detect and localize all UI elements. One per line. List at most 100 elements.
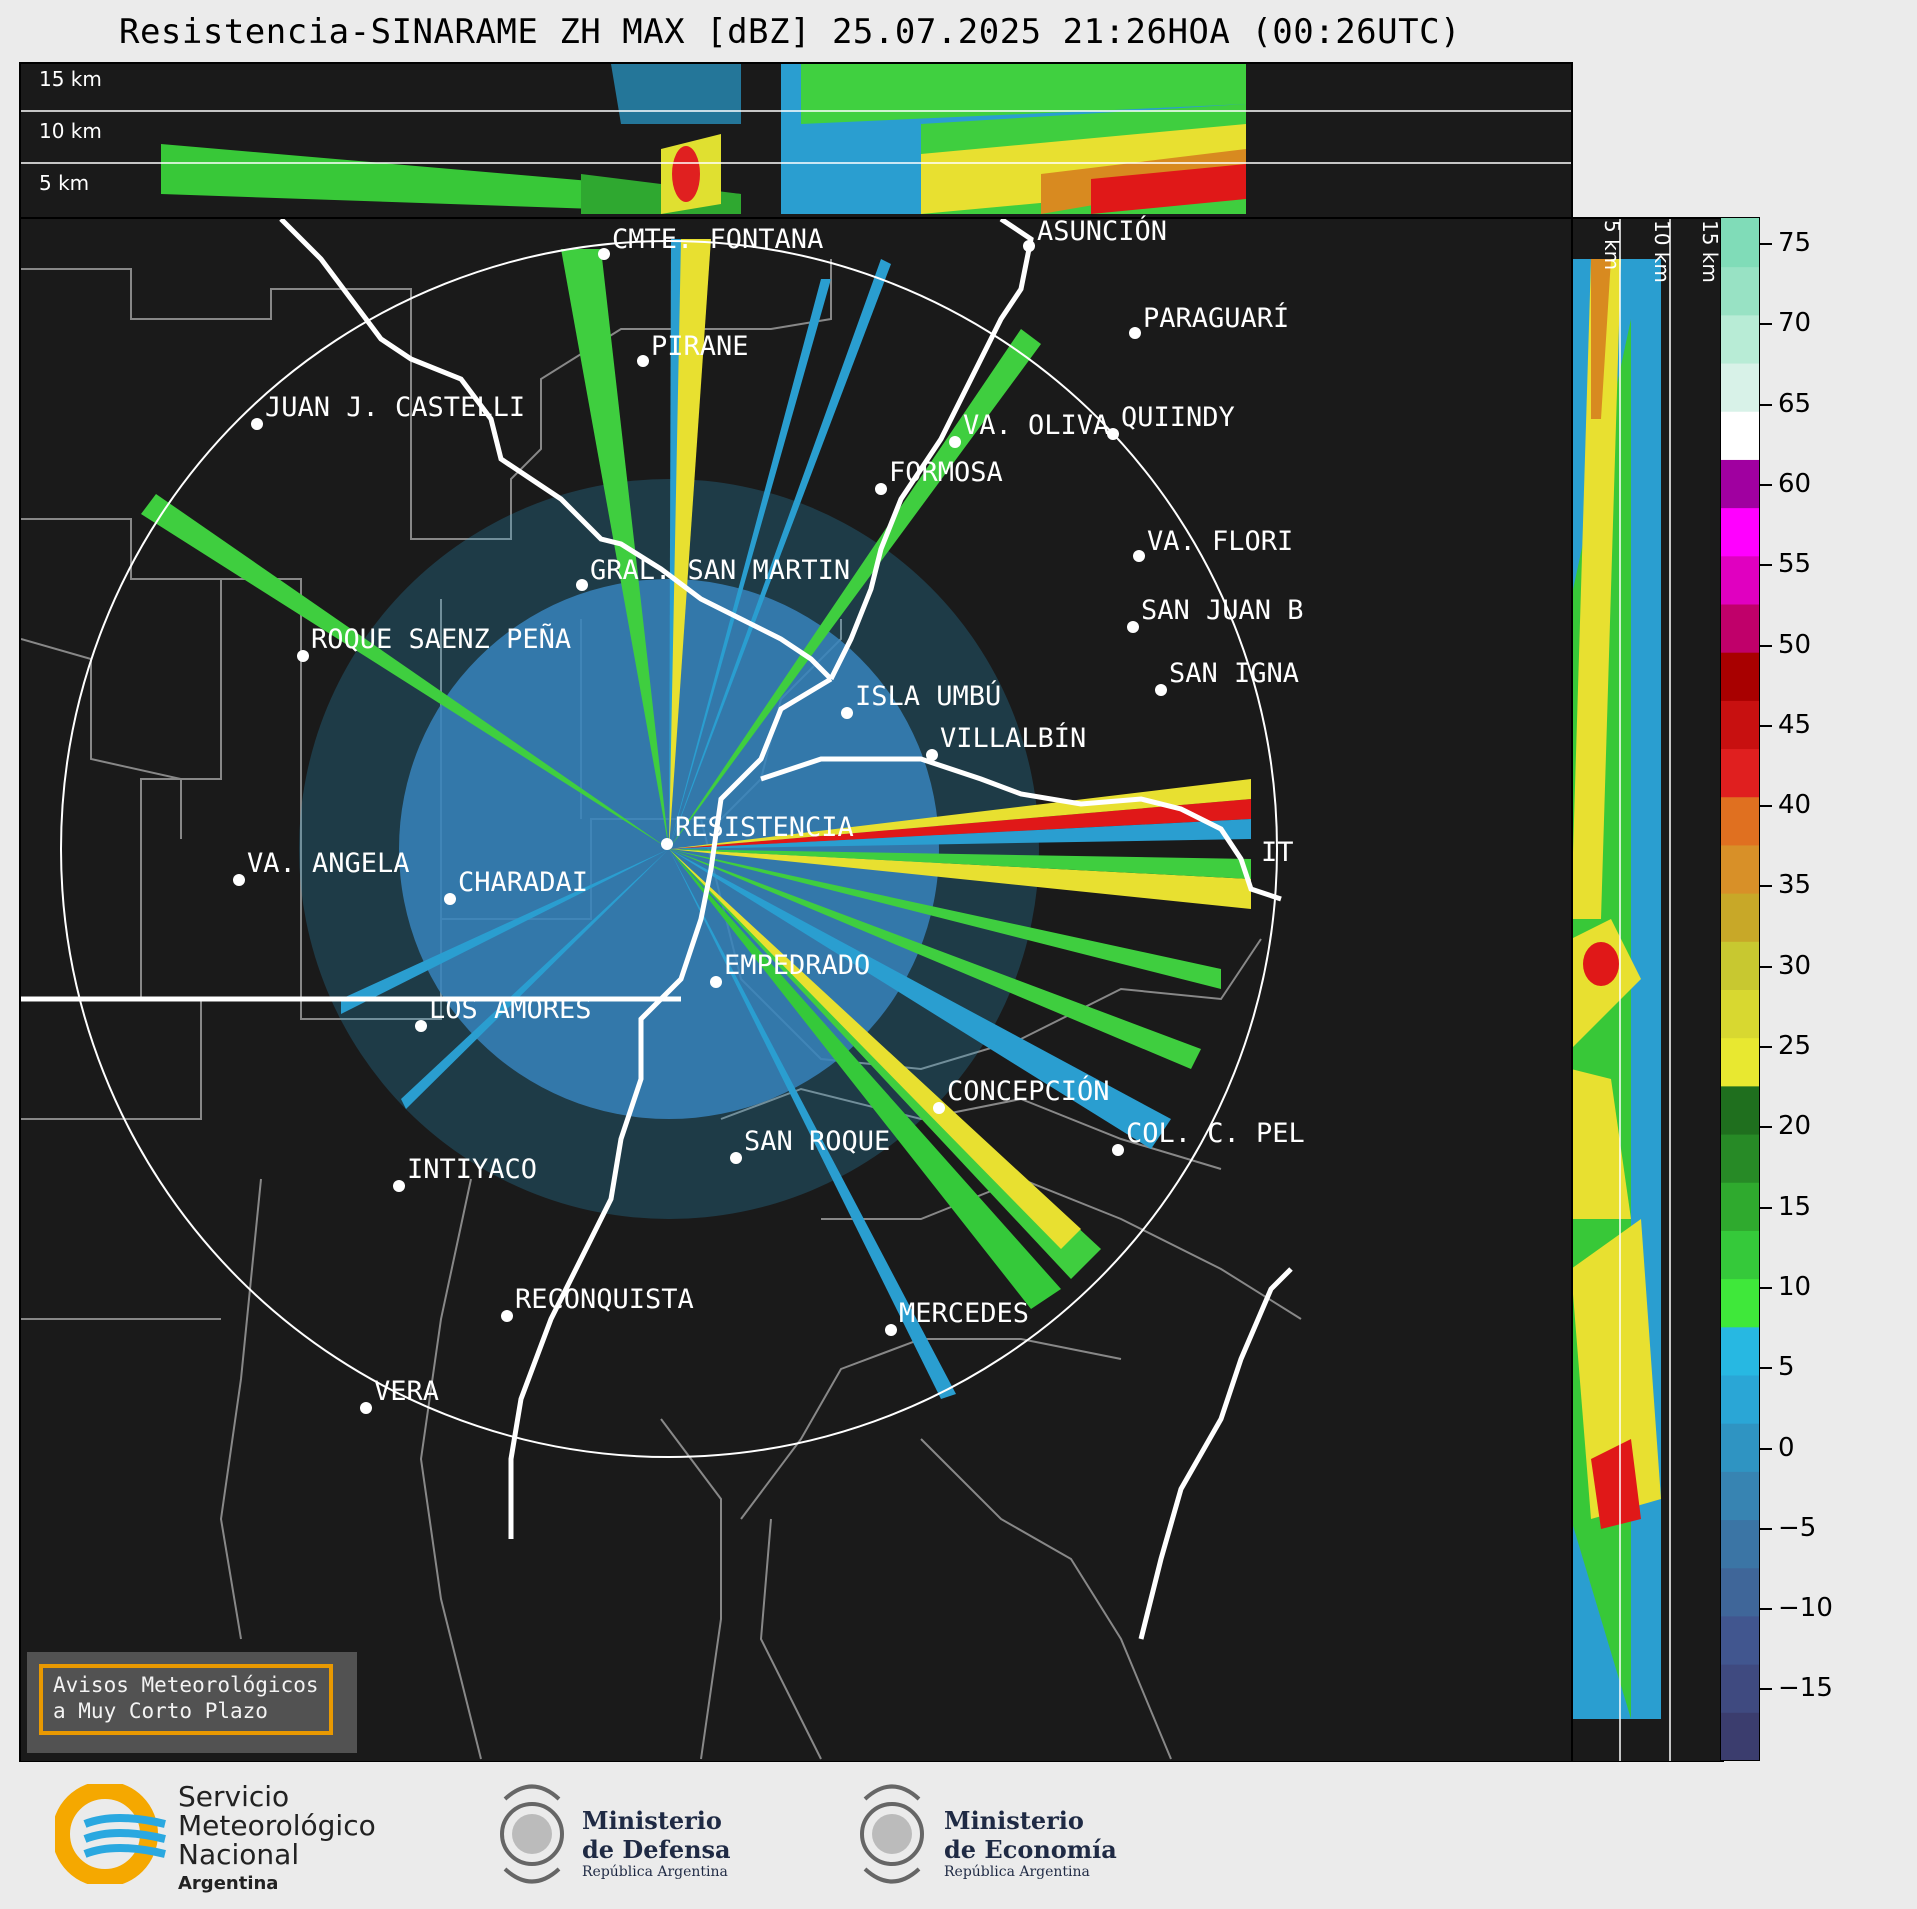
colorbar-tick-label: 25 — [1778, 1031, 1812, 1061]
colorbar-tick-label: 40 — [1778, 790, 1812, 821]
colorbar-segment — [1721, 555, 1759, 605]
city-label: VA. FLORI — [1147, 526, 1294, 557]
city-marker — [297, 650, 309, 662]
colorbar-tick — [1760, 1206, 1772, 1209]
colorbar-tick-label: −5 — [1778, 1512, 1817, 1543]
city-label: COL. C. PEL — [1126, 1118, 1305, 1149]
economia-line2: de Economía — [944, 1835, 1117, 1864]
city-marker — [1127, 621, 1139, 633]
colorbar-tick-label: 0 — [1778, 1432, 1795, 1463]
city-marker — [576, 579, 588, 591]
economia-line1: Ministerio — [944, 1806, 1084, 1835]
colorbar-segment — [1721, 266, 1759, 316]
colorbar-tick-label: 20 — [1778, 1111, 1812, 1142]
city-label: VERA — [374, 1376, 440, 1407]
city-label: SAN JUAN B — [1141, 595, 1304, 626]
colorbar-tick — [1760, 243, 1772, 245]
city-label: INTIYACO — [407, 1154, 538, 1185]
colorbar-tick — [1760, 1447, 1772, 1450]
city-label: PARAGUARÍ — [1143, 303, 1290, 334]
side-cross-section-echoes — [1571, 219, 1671, 1761]
colorbar-tick-label: 45 — [1778, 709, 1812, 740]
defensa-line3: República Argentina — [582, 1864, 728, 1880]
colorbar-segment — [1721, 844, 1759, 894]
colorbar-tick — [1760, 1286, 1772, 1289]
city-label: CMTE. FONTANA — [612, 224, 824, 255]
colorbar-segment — [1721, 314, 1759, 364]
colorbar-segment — [1721, 748, 1759, 798]
side-height-label-15km: 15 km — [1698, 220, 1722, 283]
colorbar-segment — [1721, 1615, 1759, 1665]
colorbar-segment — [1721, 989, 1759, 1039]
side-cross-section-panel — [1569, 217, 1724, 1763]
map-title: Resistencia-SINARAME ZH MAX [dBZ] 25.07.… — [118, 12, 1462, 52]
city-label: ISLA UMBÚ — [855, 681, 1002, 712]
city-label: RESISTENCIA — [675, 812, 854, 843]
city-label: LOS AMORES — [429, 994, 592, 1025]
city-marker — [885, 1324, 897, 1336]
colorbar-tick — [1760, 1527, 1772, 1530]
city-marker — [730, 1152, 742, 1164]
city-marker — [841, 707, 853, 719]
city-label: CHARADAI — [458, 867, 589, 898]
smn-line4: Argentina — [178, 1873, 279, 1894]
colorbar-segment — [1721, 1519, 1759, 1569]
city-label: VILLALBÍN — [940, 723, 1087, 754]
city-marker — [360, 1402, 372, 1414]
defensa-line1: Ministerio — [582, 1806, 722, 1835]
colorbar-tick-label: 5 — [1778, 1352, 1795, 1383]
smn-logo-icon — [55, 1784, 166, 1884]
colorbar-segment — [1721, 1663, 1759, 1713]
colorbar-segment — [1721, 362, 1759, 412]
smn-line2: Meteorológico — [178, 1809, 376, 1842]
city-marker — [933, 1102, 945, 1114]
city-marker — [926, 749, 938, 761]
colorbar-segment — [1721, 1374, 1759, 1424]
city-label: EMPEDRADO — [724, 950, 871, 981]
country-borders — [21, 216, 1293, 1640]
colorbar-segment — [1721, 410, 1759, 460]
avisos-inner-border[interactable]: Avisos Meteorológicos a Muy Corto Plazo — [39, 1664, 333, 1735]
city-label: ROQUE SAENZ PEÑA — [311, 624, 572, 655]
colorbar-tick — [1760, 724, 1772, 727]
colorbar-gradient — [1721, 218, 1759, 1761]
colorbar-segment — [1721, 603, 1759, 653]
colorbar-tick — [1760, 564, 1772, 567]
colorbar-tick-label: 60 — [1778, 468, 1812, 499]
colorbar-tick — [1760, 323, 1772, 326]
colorbar-segment — [1721, 1470, 1759, 1521]
city-marker — [637, 355, 649, 367]
top-cross-section-panel: 15 km 10 km 5 km — [19, 62, 1573, 221]
colorbar-tick — [1760, 1126, 1772, 1129]
colorbar-segment — [1721, 699, 1759, 750]
smn-line3: Nacional — [178, 1838, 300, 1871]
city-label: JUAN J. CASTELLI — [265, 392, 526, 423]
colorbar-tick-label: 70 — [1778, 308, 1812, 339]
city-label: CONCEPCIÓN — [947, 1076, 1110, 1107]
colorbar-tick — [1760, 1608, 1772, 1611]
colorbar-tick-label: 75 — [1778, 228, 1812, 258]
city-label: PIRANE — [651, 331, 749, 362]
province-borders — [20, 259, 1302, 1760]
top-height-label-15km: 15 km — [39, 67, 102, 91]
colorbar-segment — [1721, 1422, 1759, 1472]
city-label: QUIINDY — [1121, 402, 1235, 433]
city-marker — [598, 248, 610, 260]
colorbar-segment — [1721, 1181, 1759, 1231]
colorbar-segment — [1721, 1037, 1759, 1087]
avisos-line1: Avisos Meteorológicos — [53, 1673, 319, 1697]
colorbar-segment — [1721, 458, 1759, 509]
avisos-box[interactable]: Avisos Meteorológicos a Muy Corto Plazo — [27, 1652, 357, 1753]
top-height-label-5km: 5 km — [39, 171, 90, 195]
city-label: SAN ROQUE — [744, 1126, 891, 1157]
city-marker — [393, 1180, 405, 1192]
city-marker — [1133, 550, 1145, 562]
defensa-line2: de Defensa — [582, 1835, 731, 1864]
side-height-label-5km: 5 km — [1600, 220, 1624, 271]
colorbar-tick-label: 10 — [1778, 1271, 1812, 1302]
defensa-seal-icon — [500, 1784, 564, 1884]
colorbar-segment — [1721, 1326, 1759, 1376]
colorbar-tick-label: −15 — [1778, 1673, 1833, 1704]
range-ring — [60, 240, 1278, 1458]
top-height-label-10km: 10 km — [39, 119, 102, 143]
